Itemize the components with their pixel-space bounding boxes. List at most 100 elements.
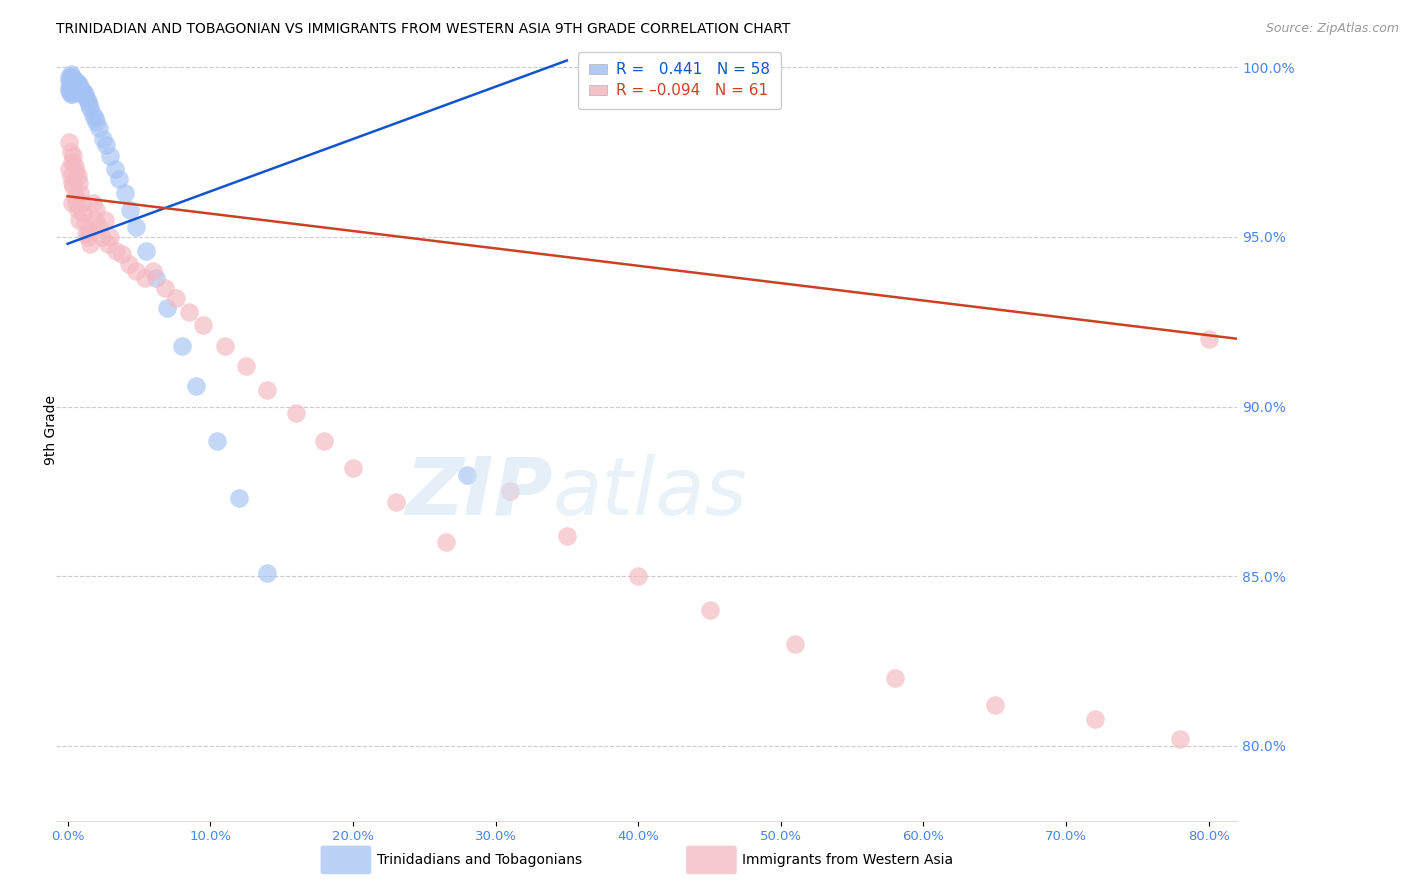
- Point: [72, 84, 94, 98]
- Point: [384, 494, 406, 508]
- Point: [75, 91, 97, 105]
- Point: [96, 138, 118, 153]
- Point: [125, 264, 148, 278]
- Point: [73, 216, 96, 230]
- Point: [66, 202, 89, 217]
- Point: [156, 301, 179, 316]
- Point: [84, 114, 107, 128]
- Point: [63, 159, 86, 173]
- Point: [82, 108, 104, 122]
- Point: [499, 484, 522, 499]
- Point: [76, 230, 98, 244]
- Point: [82, 196, 104, 211]
- Point: [66, 77, 89, 91]
- Point: [184, 379, 207, 393]
- Point: [66, 80, 89, 95]
- Point: [62, 179, 84, 194]
- Point: [58, 74, 80, 88]
- Point: [58, 70, 80, 85]
- Point: [63, 74, 86, 88]
- Point: [79, 101, 101, 115]
- Point: [90, 230, 112, 244]
- Point: [59, 145, 82, 160]
- Point: [153, 281, 176, 295]
- Point: [627, 569, 650, 583]
- Point: [59, 169, 82, 183]
- Point: [67, 77, 90, 91]
- Point: [69, 186, 91, 200]
- Point: [73, 87, 96, 102]
- Text: ZIP: ZIP: [405, 454, 553, 532]
- Point: [170, 338, 193, 352]
- Point: [165, 291, 187, 305]
- Point: [58, 84, 80, 98]
- Y-axis label: 9th Grade: 9th Grade: [44, 395, 58, 466]
- Point: [118, 257, 141, 271]
- Point: [125, 219, 148, 234]
- Text: Trinidadians and Tobagonians: Trinidadians and Tobagonians: [377, 853, 582, 867]
- Point: [59, 80, 82, 95]
- Point: [984, 698, 1007, 713]
- Point: [1198, 332, 1220, 346]
- Point: [87, 219, 110, 234]
- Text: Immigrants from Western Asia: Immigrants from Western Asia: [742, 853, 953, 867]
- Point: [59, 74, 82, 88]
- Point: [62, 148, 84, 162]
- Point: [84, 202, 107, 217]
- Point: [256, 383, 278, 397]
- Point: [59, 87, 82, 102]
- Point: [63, 77, 86, 91]
- Point: [65, 77, 87, 91]
- Point: [191, 318, 214, 333]
- Point: [135, 244, 157, 258]
- Point: [100, 148, 122, 162]
- Point: [97, 236, 120, 251]
- Point: [70, 84, 93, 98]
- Point: [235, 359, 257, 373]
- Point: [342, 460, 364, 475]
- Text: TRINIDADIAN AND TOBAGONIAN VS IMMIGRANTS FROM WESTERN ASIA 9TH GRADE CORRELATION: TRINIDADIAN AND TOBAGONIAN VS IMMIGRANTS…: [56, 22, 790, 37]
- Point: [105, 244, 128, 258]
- Point: [79, 236, 101, 251]
- Point: [70, 87, 93, 102]
- Point: [456, 467, 478, 482]
- Point: [65, 74, 87, 88]
- Point: [62, 77, 84, 91]
- Point: [111, 247, 134, 261]
- Point: [214, 338, 236, 352]
- Point: [60, 155, 83, 169]
- Point: [108, 172, 131, 186]
- Point: [177, 304, 200, 318]
- Point: [65, 165, 87, 179]
- Point: [100, 230, 122, 244]
- Point: [1168, 732, 1191, 747]
- Point: [145, 270, 167, 285]
- Point: [67, 213, 90, 227]
- Point: [785, 637, 807, 651]
- Point: [77, 223, 100, 237]
- Point: [72, 206, 94, 220]
- Point: [884, 671, 907, 685]
- Point: [63, 84, 86, 98]
- Point: [76, 94, 98, 108]
- Point: [207, 434, 229, 448]
- Point: [60, 84, 83, 98]
- Point: [434, 535, 457, 549]
- Point: [59, 67, 82, 81]
- Point: [67, 84, 90, 98]
- Point: [65, 196, 87, 211]
- Point: [83, 111, 105, 125]
- Point: [65, 80, 87, 95]
- Point: [228, 491, 250, 506]
- Point: [66, 169, 89, 183]
- Point: [555, 528, 578, 542]
- Point: [63, 189, 86, 203]
- Point: [142, 264, 165, 278]
- Point: [70, 196, 93, 211]
- Point: [120, 202, 142, 217]
- Point: [62, 84, 84, 98]
- Point: [83, 213, 105, 227]
- Point: [58, 80, 80, 95]
- Point: [60, 77, 83, 91]
- Point: [93, 213, 115, 227]
